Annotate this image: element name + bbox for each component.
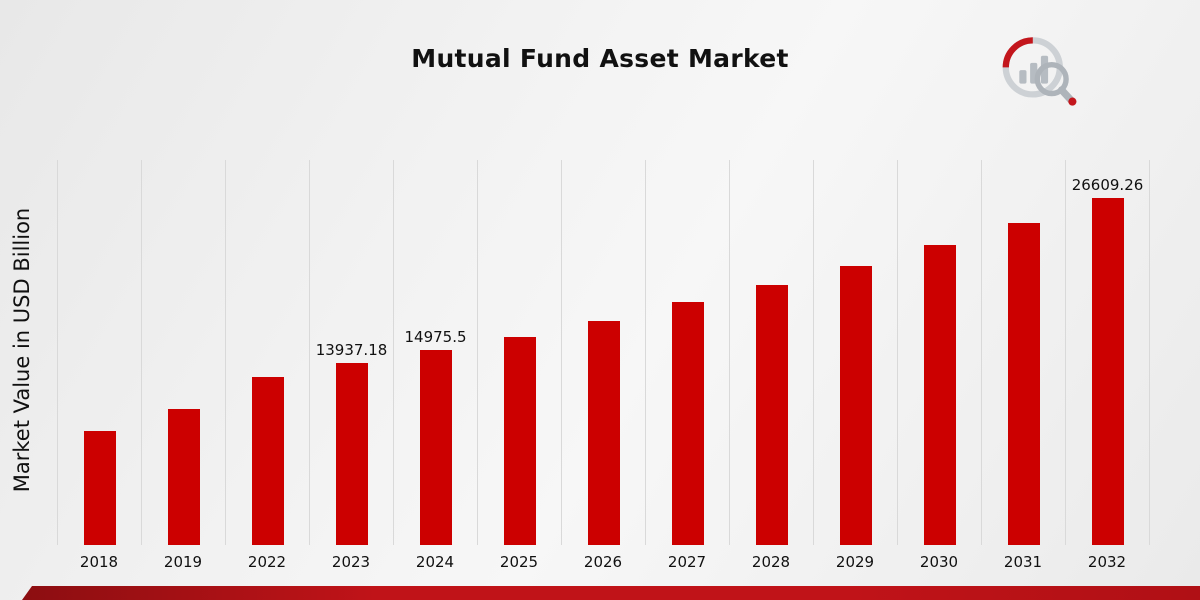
bar-2030 bbox=[923, 244, 956, 545]
plot-area: 13937.18 14975.5 26609.26 bbox=[57, 160, 1150, 545]
x-tick-2018: 2018 bbox=[79, 553, 119, 571]
plot-column-2026 bbox=[561, 160, 645, 545]
bar-2022 bbox=[251, 376, 284, 545]
plot-column-2018 bbox=[57, 160, 141, 545]
bar-2032 bbox=[1091, 197, 1124, 545]
plot-column-2025 bbox=[477, 160, 561, 545]
brand-logo bbox=[1002, 37, 1077, 106]
y-axis-label: Market Value in USD Billion bbox=[10, 207, 34, 493]
plot-column-2031 bbox=[981, 160, 1065, 545]
x-tick-2023: 2023 bbox=[331, 553, 371, 571]
plot-column-2028 bbox=[729, 160, 813, 545]
x-tick-2024: 2024 bbox=[415, 553, 455, 571]
bar-2019 bbox=[167, 409, 200, 545]
footer-accent-bar bbox=[22, 586, 1200, 600]
bar-2025 bbox=[503, 336, 536, 545]
x-tick-2025: 2025 bbox=[499, 553, 539, 571]
x-tick-2032: 2032 bbox=[1087, 553, 1127, 571]
plot-column-2024: 14975.5 bbox=[393, 160, 477, 545]
x-tick-2019: 2019 bbox=[163, 553, 203, 571]
plot-column-2029 bbox=[813, 160, 897, 545]
data-label-2024: 14975.5 bbox=[404, 327, 467, 346]
plot-column-2022 bbox=[225, 160, 309, 545]
x-tick-2029: 2029 bbox=[835, 553, 875, 571]
x-tick-2022: 2022 bbox=[247, 553, 287, 571]
x-tick-2031: 2031 bbox=[1003, 553, 1043, 571]
plot-column-2030 bbox=[897, 160, 981, 545]
x-tick-2026: 2026 bbox=[583, 553, 623, 571]
bar-2028 bbox=[755, 285, 788, 545]
x-axis-labels: 2018 2019 2022 2023 2024 2025 2026 2027 2028 2029… bbox=[57, 553, 1149, 571]
data-label-2032: 26609.26 bbox=[1071, 175, 1144, 194]
plot-column-2032: 26609.26 bbox=[1065, 160, 1149, 545]
bar-2027 bbox=[671, 302, 704, 545]
plot-column-2023: 13937.18 bbox=[309, 160, 393, 545]
x-tick-2030: 2030 bbox=[919, 553, 959, 571]
plot-column-2019 bbox=[141, 160, 225, 545]
chart-title: Mutual Fund Asset Market bbox=[411, 44, 789, 73]
data-label-2023: 13937.18 bbox=[315, 341, 388, 360]
bar-2031 bbox=[1007, 223, 1040, 545]
bar-2024 bbox=[419, 349, 452, 545]
bar-2029 bbox=[839, 265, 872, 545]
bar-2026 bbox=[587, 321, 620, 545]
bar-2023 bbox=[335, 363, 368, 545]
plot-column-2027 bbox=[645, 160, 729, 545]
x-tick-2028: 2028 bbox=[751, 553, 791, 571]
x-tick-2027: 2027 bbox=[667, 553, 707, 571]
bar-2018 bbox=[83, 431, 116, 545]
